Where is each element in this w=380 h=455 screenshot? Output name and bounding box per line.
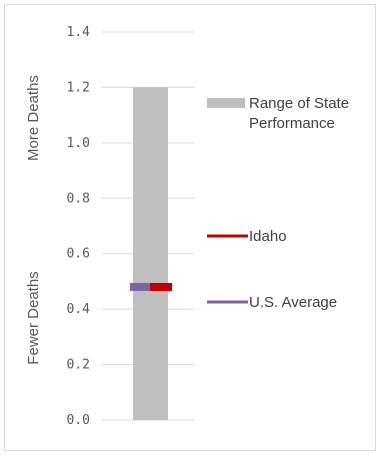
y-tick-label: 1.0	[67, 136, 90, 151]
legend-label-idaho: Idaho	[249, 228, 287, 245]
y-tick-label: 0.4	[67, 302, 91, 317]
legend-label-range: Range of State	[249, 95, 349, 112]
legend-label-range: Performance	[249, 115, 335, 132]
y-tick-label: 0.6	[67, 247, 90, 262]
side-label-bottom: Fewer Deaths	[25, 271, 42, 364]
y-tick-label: 1.2	[67, 80, 90, 95]
y-tick-label: 0.2	[67, 358, 90, 373]
chart-frame	[4, 4, 376, 451]
side-labels: More Deaths Fewer Deaths	[25, 75, 42, 365]
y-tick-labels: 0.0 0.2 0.4 0.6 0.8 1.0 1.2 1.4	[67, 25, 91, 428]
range-bar	[133, 87, 168, 420]
y-tick-label: 1.4	[67, 25, 91, 40]
side-label-top: More Deaths	[25, 75, 42, 161]
legend-swatch-range	[207, 98, 245, 108]
y-tick-label: 0.8	[67, 191, 90, 206]
y-tick-label: 0.0	[67, 413, 90, 428]
idaho-marker	[150, 282, 172, 291]
us-average-marker	[130, 282, 152, 291]
legend: Range of State Performance Idaho U.S. Avera…	[207, 95, 349, 311]
plot-area	[130, 87, 172, 420]
legend-label-us-average: U.S. Average	[249, 294, 337, 311]
